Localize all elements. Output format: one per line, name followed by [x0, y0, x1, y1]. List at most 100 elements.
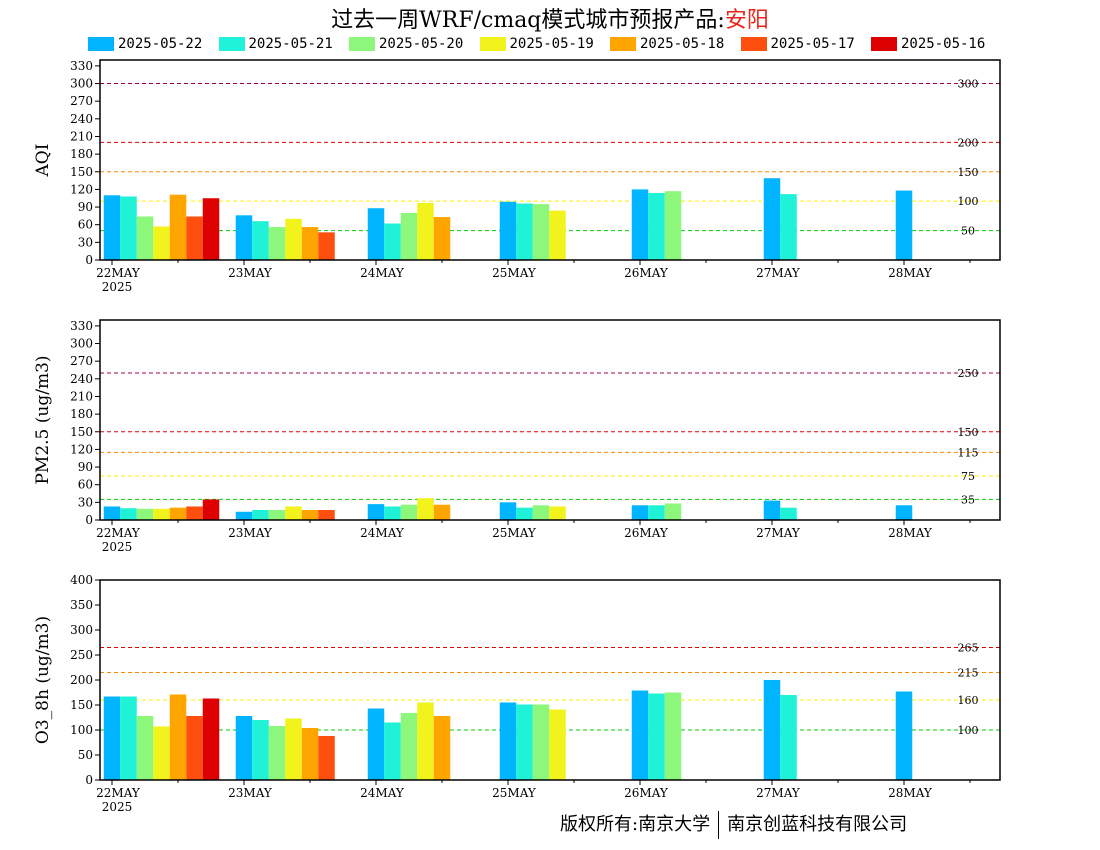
bar — [384, 722, 401, 780]
legend: 2025-05-22 2025-05-21 2025-05-20 2025-05-19… — [88, 35, 1088, 53]
y-tick-label: 60 — [78, 478, 93, 492]
legend-label: 2025-05-19 — [509, 36, 594, 52]
x-tick-label: 25MAY — [492, 786, 537, 800]
y-tick-label: 180 — [70, 407, 93, 421]
bar — [433, 504, 451, 520]
x-tick-label: 24MAY — [360, 266, 405, 280]
bar — [433, 716, 451, 780]
bar — [103, 506, 121, 520]
y-tick-label: 30 — [78, 495, 93, 509]
bar — [763, 680, 781, 780]
bar — [103, 195, 121, 260]
chart-panel: 265 215 160 100 0 50 100 150 200 250 300 350 400 22MA… — [33, 573, 1001, 814]
bar — [895, 691, 913, 780]
bar — [120, 696, 137, 780]
x-tick-label: 25MAY — [492, 526, 537, 540]
threshold-label: 150 — [958, 426, 979, 439]
bar — [895, 505, 913, 520]
legend-label: 2025-05-16 — [901, 36, 986, 52]
x-tick-label: 27MAY — [756, 786, 801, 800]
x-tick-label: 23MAY — [228, 266, 273, 280]
bar — [202, 499, 220, 520]
bar — [136, 216, 154, 260]
bar — [268, 227, 286, 260]
y-tick-label: 90 — [78, 460, 93, 474]
y-tick-label: 300 — [70, 623, 93, 637]
bar — [433, 217, 451, 260]
bar — [631, 189, 649, 260]
bar — [763, 178, 781, 260]
bar — [516, 203, 533, 260]
title-location: 安阳 — [724, 8, 769, 33]
y-tick-label: 120 — [70, 182, 93, 196]
bar — [235, 511, 253, 520]
y-tick-label: 180 — [70, 147, 93, 161]
bar — [780, 695, 797, 780]
bar — [169, 194, 187, 260]
bar — [499, 702, 517, 780]
legend-swatch — [871, 37, 897, 51]
bar — [367, 208, 385, 260]
legend-label: 2025-05-22 — [118, 36, 203, 52]
y-tick-label: 60 — [78, 218, 93, 232]
x-tick-label: 26MAY — [624, 526, 669, 540]
bar — [301, 227, 319, 260]
bar — [153, 508, 170, 520]
y-tick-label: 240 — [70, 372, 93, 386]
x-tick-label: 26MAY — [624, 786, 669, 800]
y-tick-label: 200 — [70, 673, 93, 687]
x-year-label: 2025 — [102, 540, 133, 554]
y-tick-label: 210 — [70, 129, 93, 143]
legend-swatch — [610, 37, 636, 51]
y-tick-label: 330 — [70, 319, 93, 333]
footer-separator — [718, 811, 720, 839]
bar — [318, 232, 335, 260]
legend-label: 2025-05-17 — [770, 36, 855, 52]
threshold-label: 200 — [958, 136, 979, 149]
bar — [400, 504, 418, 520]
y-tick-label: 300 — [70, 77, 93, 91]
threshold-label: 160 — [958, 694, 979, 707]
bar — [780, 194, 797, 260]
bar — [549, 210, 566, 260]
bar — [367, 708, 385, 780]
y-tick-label: 150 — [70, 698, 93, 712]
legend-label: 2025-05-18 — [640, 36, 725, 52]
y-tick-label: 400 — [70, 573, 93, 587]
bar — [186, 716, 203, 780]
bar — [648, 192, 665, 260]
y-tick-label: 270 — [70, 354, 93, 368]
threshold-label: 215 — [958, 667, 979, 680]
y-axis-label: PM2.5 (ug/m3) — [33, 355, 53, 484]
threshold-label: 150 — [958, 166, 979, 179]
y-tick-label: 0 — [85, 513, 93, 527]
bar — [301, 728, 319, 780]
x-tick-label: 23MAY — [228, 786, 273, 800]
bar — [169, 507, 187, 520]
bar — [895, 190, 913, 260]
bar — [549, 709, 566, 780]
y-tick-label: 330 — [70, 59, 93, 73]
y-tick-label: 240 — [70, 112, 93, 126]
bar — [384, 506, 401, 520]
x-tick-label: 22MAY — [96, 266, 141, 280]
legend-label: 2025-05-21 — [248, 36, 333, 52]
bar — [417, 702, 434, 780]
bar — [153, 726, 170, 780]
bar — [103, 696, 121, 780]
y-tick-label: 100 — [70, 723, 93, 737]
bar — [202, 698, 220, 780]
bar — [136, 716, 154, 780]
y-tick-label: 300 — [70, 337, 93, 351]
bar — [169, 694, 187, 780]
bar — [631, 690, 649, 780]
y-tick-label: 270 — [70, 94, 93, 108]
x-tick-label: 28MAY — [888, 526, 933, 540]
bar — [664, 692, 682, 780]
threshold-label: 115 — [958, 446, 979, 459]
bar — [417, 202, 434, 260]
footer-company: 南京创蓝科技有限公司 — [727, 814, 908, 835]
bar — [268, 510, 286, 520]
bar — [549, 506, 566, 520]
x-tick-label: 22MAY — [96, 786, 141, 800]
